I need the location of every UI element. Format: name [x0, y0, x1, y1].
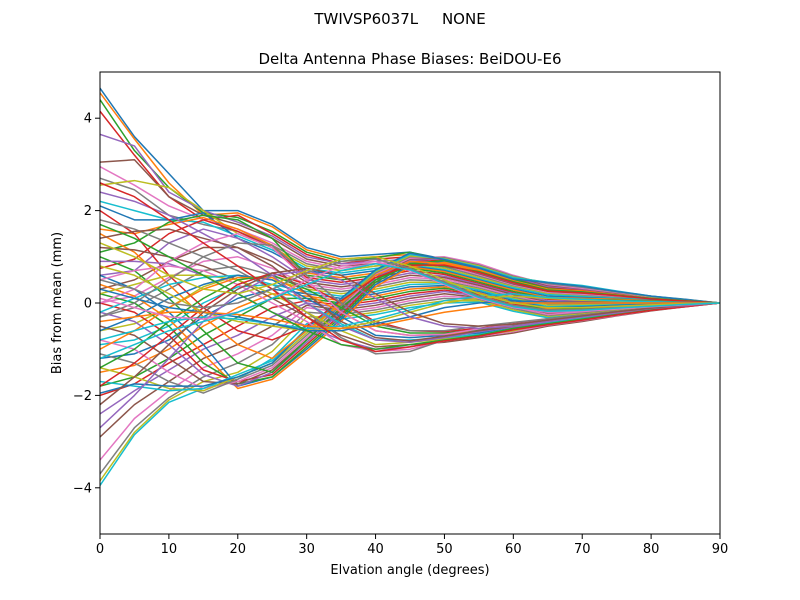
y-axis: −4 −2 0 2 4: [73, 112, 100, 496]
y-tick-label: 2: [84, 204, 92, 219]
x-tick-label: 70: [574, 542, 591, 557]
series-line-s55: [100, 191, 720, 344]
chart-title: Delta Antenna Phase Biases: BeiDOU-E6: [259, 50, 562, 68]
y-axis-label: Bias from mean (mm): [50, 232, 65, 374]
x-axis: 0 10 20 30 40 50 60 70 80 90: [96, 534, 728, 557]
series-line-s70: [100, 262, 720, 360]
y-tick-label: −4: [73, 481, 92, 496]
y-tick-label: 4: [84, 112, 92, 127]
series-line-s66: [100, 267, 720, 406]
series-line-s67: [100, 260, 720, 320]
x-tick-label: 90: [712, 542, 729, 557]
figure-suptitle: TWIVSP6037L NONE: [313, 10, 485, 28]
x-tick-label: 0: [96, 542, 104, 557]
x-tick-label: 20: [230, 542, 247, 557]
series-line-s16: [100, 246, 720, 304]
x-tick-label: 10: [161, 542, 178, 557]
x-tick-label: 50: [436, 542, 453, 557]
series-line-s69: [100, 242, 720, 309]
series-line-s28: [100, 297, 720, 475]
series-line-s60: [100, 293, 720, 341]
x-tick-label: 30: [298, 542, 315, 557]
y-tick-label: −2: [73, 389, 92, 404]
series-line-s41: [100, 252, 720, 394]
x-tick-label: 40: [367, 542, 384, 557]
x-axis-label: Elvation angle (degrees): [330, 563, 489, 578]
x-tick-label: 80: [643, 542, 660, 557]
y-tick-label: 0: [84, 297, 92, 312]
x-tick-label: 60: [505, 542, 522, 557]
series-line-s64: [100, 182, 720, 353]
series-layer: [100, 87, 720, 486]
series-line-s08: [100, 177, 720, 304]
